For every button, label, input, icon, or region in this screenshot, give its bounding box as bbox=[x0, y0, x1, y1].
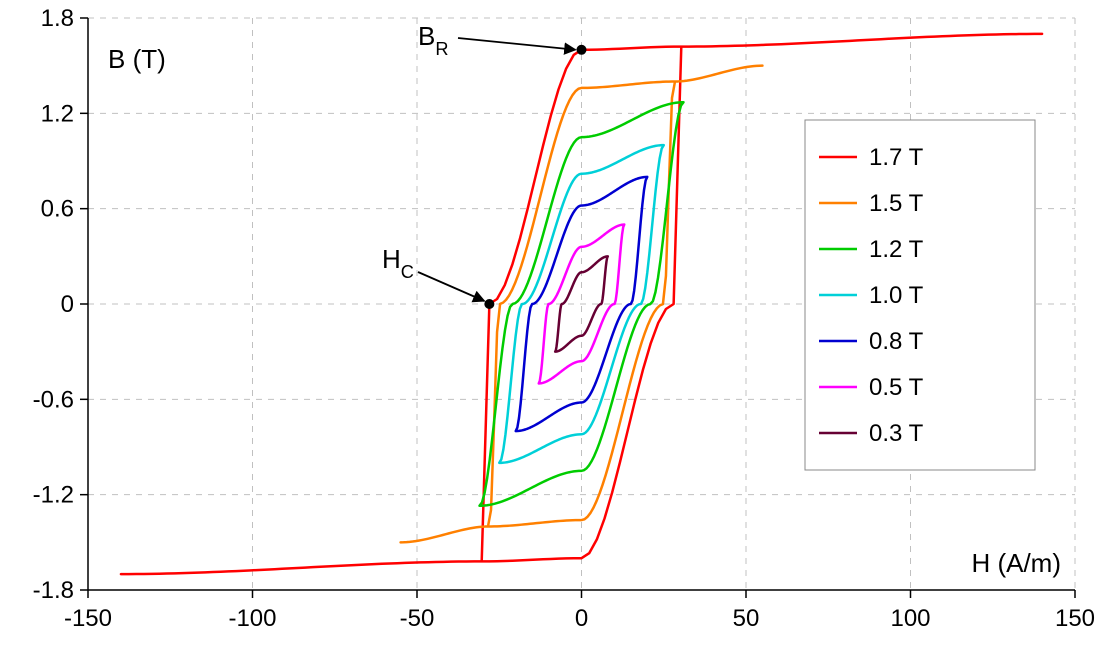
br-point bbox=[577, 45, 587, 55]
y-tick-label: 0.6 bbox=[41, 196, 74, 223]
y-tick-label: 0 bbox=[61, 291, 74, 318]
y-tick-label: -1.8 bbox=[33, 577, 74, 604]
y-tick-label: -0.6 bbox=[33, 386, 74, 413]
y-axis-title: B (T) bbox=[108, 44, 166, 74]
x-tick-label: -100 bbox=[228, 605, 276, 632]
y-tick-label: 1.8 bbox=[41, 5, 74, 32]
x-tick-label: 0 bbox=[575, 605, 588, 632]
legend-label: 0.3 T bbox=[869, 420, 924, 447]
hysteresis-chart: -150 -100 -50 0 50 100 150 -1.8 -1.2 -0.6 0 0.6 1.2 1… bbox=[0, 0, 1100, 663]
y-tick-label: 1.2 bbox=[41, 100, 74, 127]
chart-svg: -150 -100 -50 0 50 100 150 -1.8 -1.2 -0.6 0 0.6 1.2 1… bbox=[0, 0, 1100, 663]
x-tick-label: 50 bbox=[733, 605, 760, 632]
x-tick-label: -150 bbox=[64, 605, 112, 632]
legend: 1.7 T 1.5 T 1.2 T 1.0 T 0.8 T 0.5 T 0.3 T bbox=[805, 120, 1035, 470]
legend-label: 1.5 T bbox=[869, 190, 924, 217]
legend-label: 1.7 T bbox=[869, 144, 924, 171]
x-tick-label: -50 bbox=[400, 605, 435, 632]
y-tick-label: -1.2 bbox=[33, 482, 74, 509]
legend-label: 0.8 T bbox=[869, 328, 924, 355]
hc-point bbox=[484, 299, 494, 309]
x-axis-title: H (A/m) bbox=[971, 548, 1061, 578]
legend-label: 0.5 T bbox=[869, 374, 924, 401]
legend-label: 1.0 T bbox=[869, 282, 924, 309]
x-tick-label: 100 bbox=[890, 605, 930, 632]
x-tick-label: 150 bbox=[1055, 605, 1095, 632]
legend-label: 1.2 T bbox=[869, 236, 924, 263]
